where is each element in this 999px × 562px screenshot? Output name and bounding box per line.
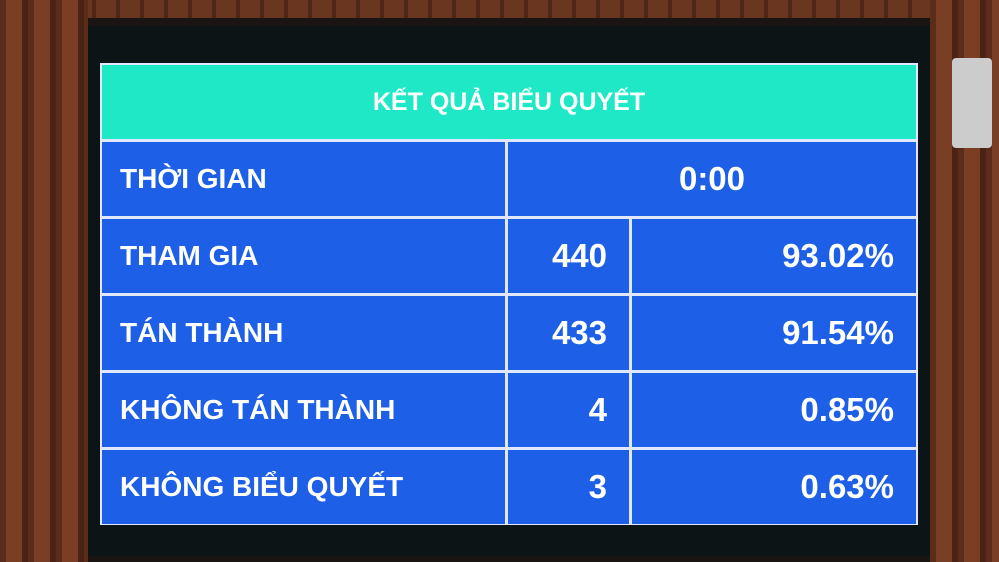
time-label: THỜI GIAN [102, 142, 505, 216]
result-row: KHÔNG BIỂU QUYẾT 3 0.63% [102, 450, 916, 524]
row-percent: 0.85% [632, 373, 916, 447]
row-percent: 93.02% [632, 219, 916, 293]
wood-top-trim [0, 0, 999, 18]
row-percent: 91.54% [632, 296, 916, 370]
row-percent: 0.63% [632, 450, 916, 524]
camera [952, 58, 992, 148]
row-label: TÁN THÀNH [102, 296, 505, 370]
result-row: TÁN THÀNH 433 91.54% [102, 296, 916, 370]
row-label: KHÔNG TÁN THÀNH [102, 373, 505, 447]
result-row: KHÔNG TÁN THÀNH 4 0.85% [102, 373, 916, 447]
row-count: 4 [508, 373, 629, 447]
row-count: 433 [508, 296, 629, 370]
time-row: THỜI GIAN 0:00 [102, 142, 916, 216]
vote-results-screen: KẾT QUẢ BIỂU QUYẾT THỜI GIAN 0:00 THAM G… [100, 63, 918, 525]
wood-panel-left [0, 0, 88, 562]
row-count: 440 [508, 219, 629, 293]
row-label: THAM GIA [102, 219, 505, 293]
row-count: 3 [508, 450, 629, 524]
result-row: THAM GIA 440 93.02% [102, 219, 916, 293]
time-value: 0:00 [508, 142, 916, 216]
results-title: KẾT QUẢ BIỂU QUYẾT [102, 65, 916, 139]
row-label: KHÔNG BIỂU QUYẾT [102, 450, 505, 524]
